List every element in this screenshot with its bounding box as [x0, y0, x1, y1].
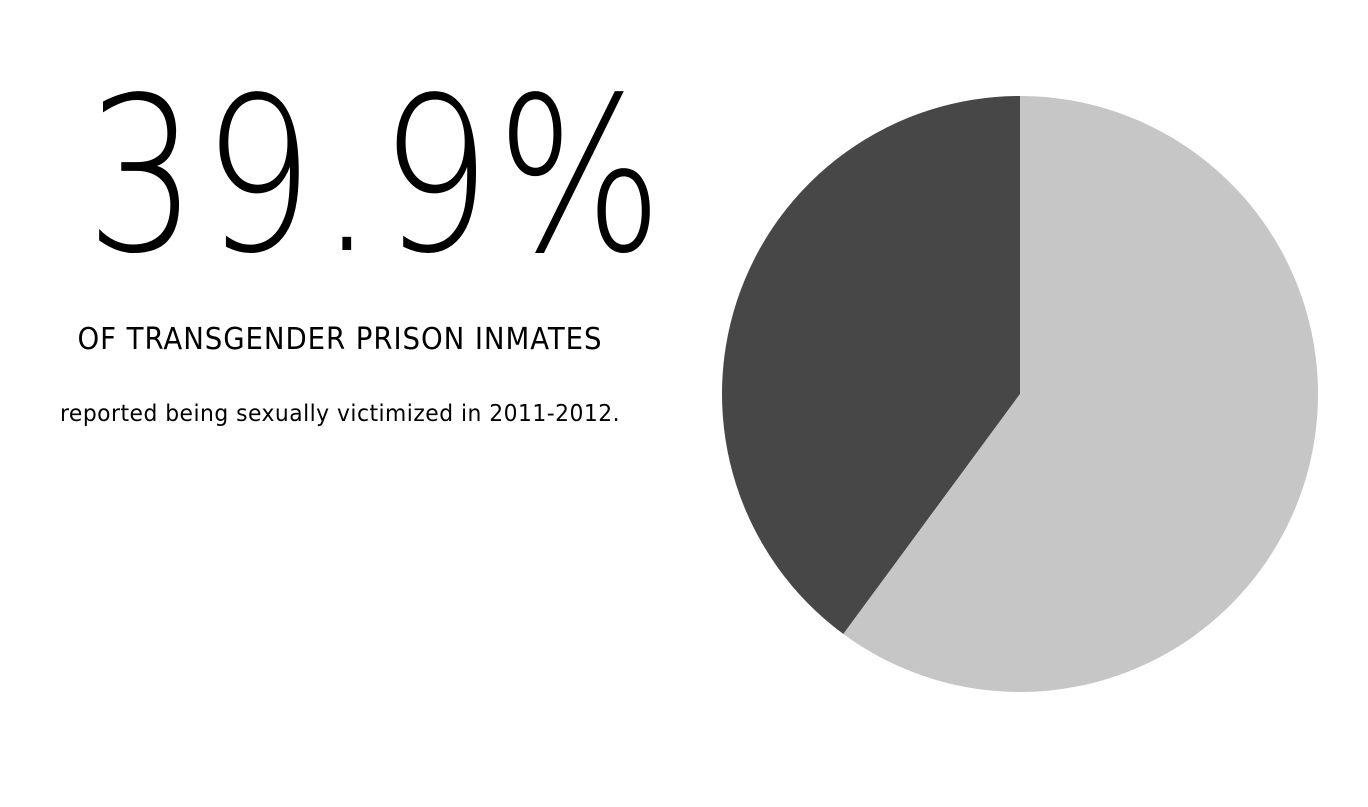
- pie-chart: [700, 74, 1340, 714]
- pie-slice-0: [722, 96, 1020, 634]
- stat-panel: 39.9% OF TRANSGENDER PRISON INMATES repo…: [30, 52, 668, 428]
- pie-chart-svg: [722, 96, 1318, 692]
- subject-label: OF TRANSGENDER PRISON INMATES: [77, 322, 603, 357]
- detail-text: reported being sexually victimized in 20…: [59, 401, 621, 427]
- headline-percentage: 39.9%: [85, 52, 668, 301]
- pie-slice-1: [843, 96, 1318, 692]
